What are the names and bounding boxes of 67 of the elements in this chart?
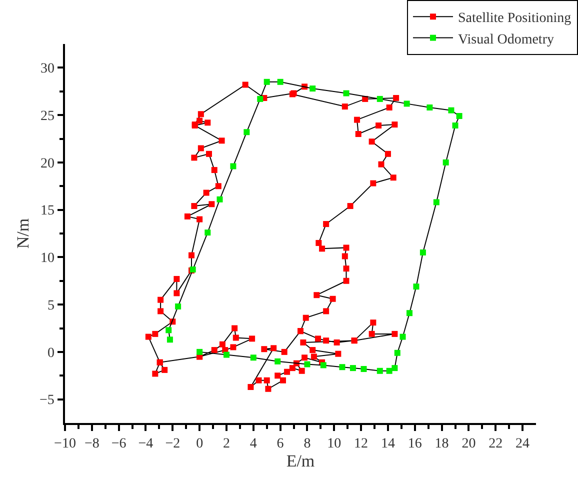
point xyxy=(304,361,310,368)
x-tick-label: 14 xyxy=(380,436,395,452)
point xyxy=(386,368,392,374)
x-tick-label: 16 xyxy=(408,436,422,452)
point xyxy=(175,303,182,310)
y-tick-label: 30 xyxy=(40,62,54,77)
x-tick-label: 12 xyxy=(354,436,368,452)
point xyxy=(250,354,256,361)
point xyxy=(376,96,383,102)
x-tick-label: 20 xyxy=(462,436,476,452)
point xyxy=(433,199,440,206)
point xyxy=(360,366,367,372)
y-tick-label: 15 xyxy=(40,204,54,219)
point xyxy=(404,100,410,107)
point xyxy=(244,129,250,136)
point xyxy=(223,352,230,358)
point xyxy=(452,122,458,128)
y-tick-label: 0 xyxy=(47,346,54,361)
x-tick-label: −4 xyxy=(138,436,154,452)
y-tick-label: −5 xyxy=(40,393,54,408)
y-tick-label: 20 xyxy=(40,156,54,172)
point xyxy=(277,78,284,85)
point xyxy=(394,350,400,356)
y-axis-title: N/m xyxy=(14,218,33,249)
point xyxy=(413,284,420,290)
point xyxy=(442,159,449,166)
point xyxy=(339,364,346,370)
point xyxy=(350,365,356,372)
x-tick-label: −2 xyxy=(165,436,180,452)
x-tick-label: 0 xyxy=(196,436,204,452)
x-tick-label: −8 xyxy=(84,436,100,452)
x-tick-label: 6 xyxy=(276,436,284,452)
point xyxy=(456,113,462,120)
x-tick-label: 18 xyxy=(434,436,449,452)
point xyxy=(310,86,316,92)
point xyxy=(166,336,173,343)
legend-label: Satellite Positioning xyxy=(458,11,572,26)
point xyxy=(426,104,433,110)
y-tick-label: 10 xyxy=(40,251,54,266)
legend-label: Visual Odometry xyxy=(458,32,554,48)
point xyxy=(320,362,326,368)
point xyxy=(204,230,211,236)
point xyxy=(274,358,281,364)
x-tick-label: −10 xyxy=(54,436,76,452)
point xyxy=(343,90,350,96)
x-tick-label: 8 xyxy=(304,436,311,452)
x-tick-label: 10 xyxy=(327,436,342,452)
point xyxy=(166,327,172,334)
x-tick-label: −6 xyxy=(111,436,126,452)
y-tick-label: 25 xyxy=(40,108,54,124)
x-tick-label: 22 xyxy=(488,436,503,452)
point xyxy=(196,348,203,355)
x-axis-title: E/m xyxy=(286,452,315,471)
point xyxy=(420,249,426,256)
x-tick-label: 4 xyxy=(250,436,257,452)
point xyxy=(216,196,223,202)
point xyxy=(376,368,383,374)
y-tick-label: 5 xyxy=(47,298,54,314)
point xyxy=(230,163,236,170)
point xyxy=(406,310,412,316)
point xyxy=(392,365,398,372)
x-tick-label: 2 xyxy=(222,436,230,452)
point xyxy=(400,334,406,340)
x-tick-label: 24 xyxy=(516,436,530,452)
point xyxy=(264,78,270,85)
point xyxy=(257,96,264,102)
point xyxy=(448,107,454,114)
